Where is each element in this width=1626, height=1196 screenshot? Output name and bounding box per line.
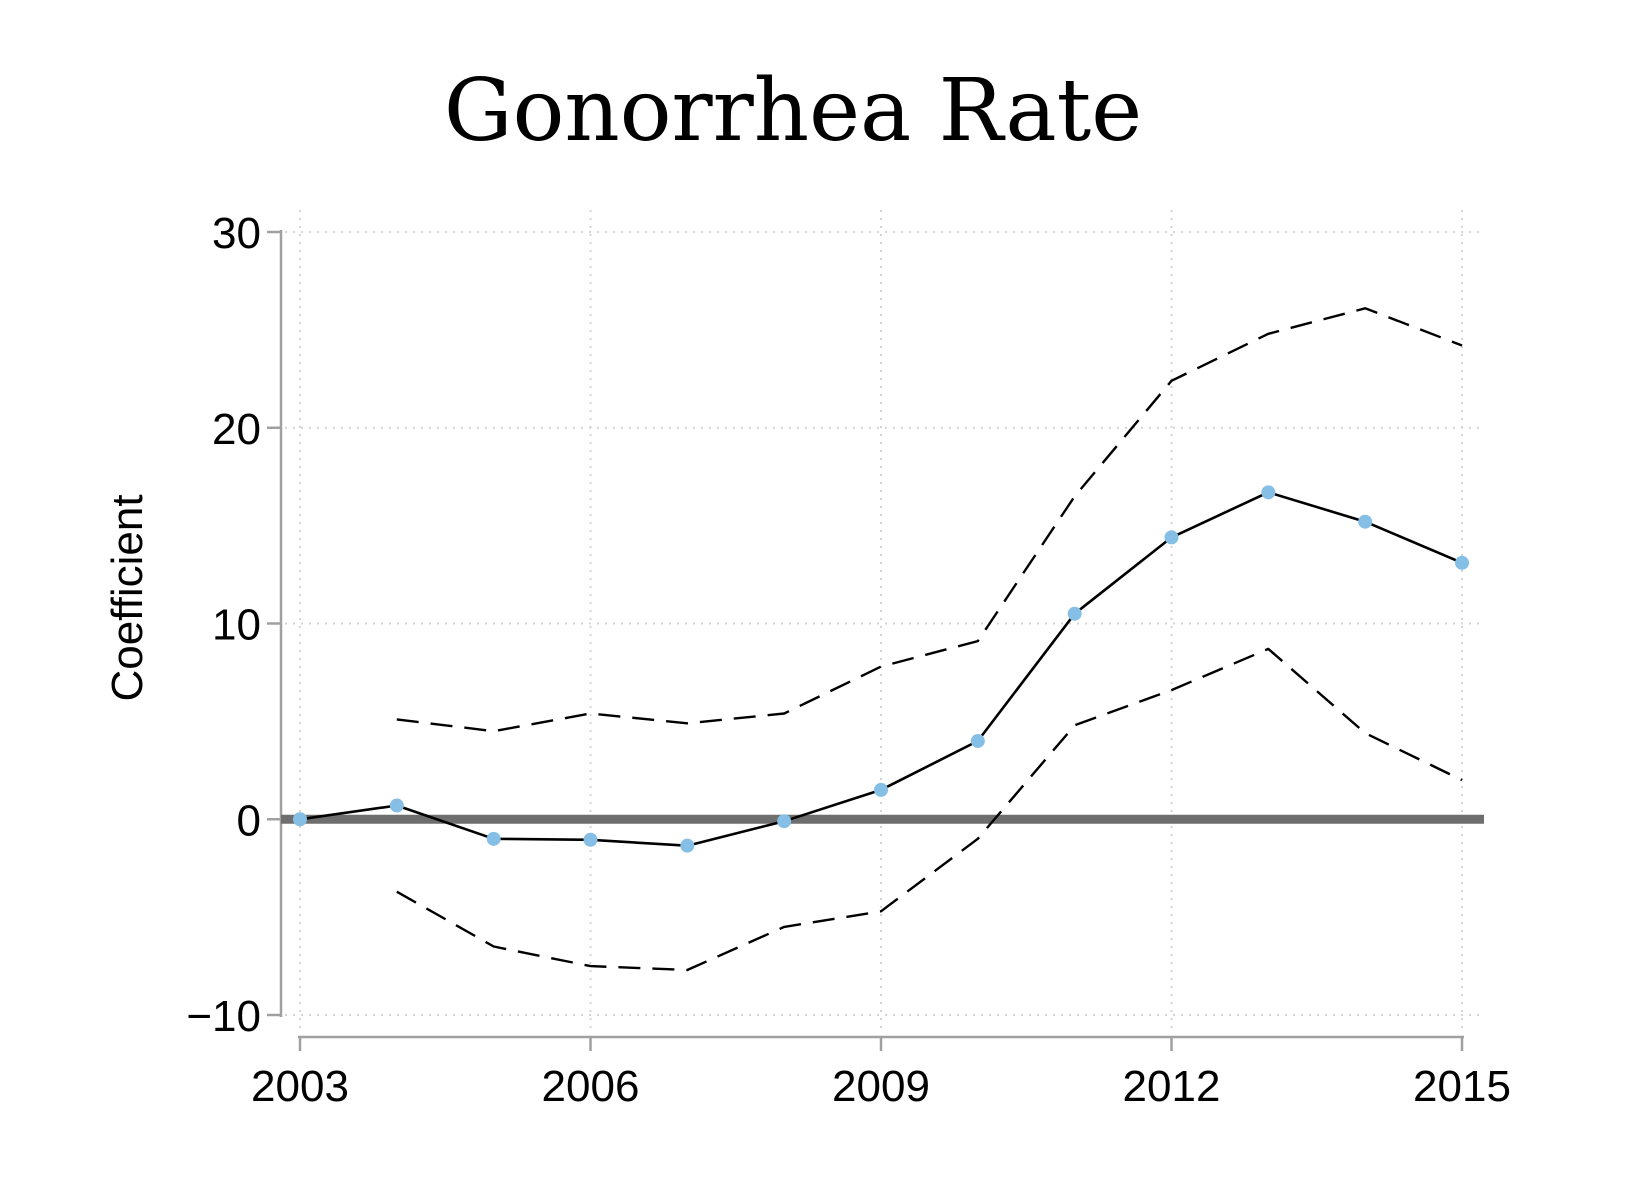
coefficient-point <box>1261 485 1276 500</box>
y-axis-label: Coefficient <box>103 494 152 701</box>
coefficient-point <box>389 798 404 813</box>
coefficient-point <box>874 782 888 797</box>
point-markers <box>293 485 1469 853</box>
coefficient-point <box>1358 514 1373 529</box>
y-tick-label: 20 <box>212 405 261 454</box>
coefficient-point <box>293 812 307 827</box>
x-axis-ticks: 2003 2006 2009 2012 2015 <box>251 1037 1511 1111</box>
x-tick-label: 2015 <box>1413 1062 1511 1111</box>
y-tick-label: 10 <box>212 601 261 650</box>
coefficient-point <box>486 831 501 846</box>
y-tick-label: 0 <box>237 796 261 845</box>
x-tick-label: 2009 <box>832 1062 930 1111</box>
coefficient-point <box>583 832 598 847</box>
coefficient-point <box>1455 555 1469 570</box>
x-tick-label: 2006 <box>542 1062 640 1111</box>
gridlines <box>285 210 1480 1033</box>
upper-ci-line <box>396 307 1463 733</box>
coefficient-point <box>970 733 985 748</box>
series-group <box>299 307 1463 972</box>
y-tick-label: −10 <box>186 992 261 1041</box>
coefficient-point <box>680 838 695 853</box>
y-tick-label: 30 <box>212 209 261 258</box>
coefficient-point <box>777 814 792 829</box>
chart-title: Gonorrhea Rate <box>444 61 1142 161</box>
x-tick-label: 2003 <box>251 1062 349 1111</box>
coefficient-point <box>1164 530 1179 545</box>
lower-ci-line <box>396 647 1463 972</box>
coefficient-point <box>1067 606 1082 621</box>
x-tick-label: 2012 <box>1123 1062 1221 1111</box>
axes <box>279 230 1464 1039</box>
y-axis-ticks: 30 20 10 0 −10 <box>186 209 281 1041</box>
